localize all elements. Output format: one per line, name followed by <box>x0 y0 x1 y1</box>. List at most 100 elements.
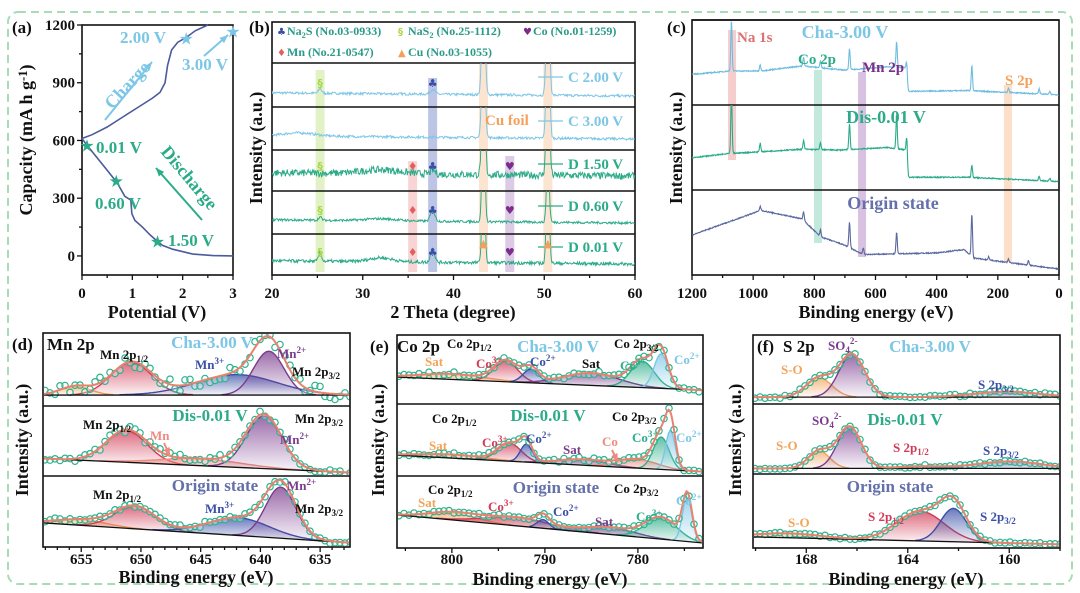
peak-label: Mn2+ <box>277 345 306 361</box>
star-marker-icon: ★ <box>109 172 124 192</box>
xrd-pattern-line <box>272 234 635 268</box>
label-main: 0.01 V <box>96 138 143 157</box>
label-subscript: 1/2 <box>461 489 473 499</box>
element-label: Na 1s <box>737 30 773 46</box>
peak-label: Co <box>602 434 618 449</box>
legend-entry: Co (No.01-1259) <box>533 24 616 38</box>
fit-component-area <box>673 497 702 543</box>
label-subscript: 1/2 <box>917 447 929 457</box>
panel-label: (d) <box>12 335 33 354</box>
label-subscript: 3/2 <box>647 488 659 498</box>
peak-label: Co2+ <box>526 430 552 446</box>
peak-label: Mn 2p1/2 <box>100 347 149 364</box>
label-superscript: 2+ <box>692 429 702 439</box>
panel-c-xps-survey: Cha-3.00 V Dis-0.01 V Origin state Na 1s Co … <box>666 18 1063 323</box>
legend-entry: Na2S (No.03-0933) <box>287 24 381 40</box>
state-label: Cha-3.00 V <box>517 337 600 356</box>
peak-label: Co2+ <box>676 492 702 508</box>
peak-label: Mn 2p3/2 <box>295 501 344 518</box>
phase-marker-icon: ♣ <box>428 246 438 259</box>
label-main: Mn <box>280 432 300 447</box>
phase-marker-icon: § <box>317 246 323 259</box>
x-tick-label: 0 <box>1055 286 1063 302</box>
label-subscript: 4 <box>845 345 850 355</box>
label-superscript: 2- <box>850 336 858 346</box>
fit-component-area <box>65 430 189 466</box>
x-tick-label: 655 <box>70 552 93 568</box>
state-label: Dis-0.01 V <box>867 410 943 429</box>
xrd-pattern-line <box>272 191 635 226</box>
discharge-label: Discharge <box>157 142 222 214</box>
panel-b-xrd: C 2.00 V C 3.00 V D 1.50 V D 0.60 V D 0.01 V… <box>246 18 643 323</box>
label-main: S-O <box>781 362 803 377</box>
panel-label: (a) <box>12 18 32 37</box>
label-main: D 0.60 V <box>568 199 623 215</box>
element-label: S 2p <box>1005 73 1033 89</box>
label-main: Mn <box>150 428 170 443</box>
label-main: Co <box>553 504 569 519</box>
fit-spectrum <box>44 334 349 404</box>
charge-label: Charge <box>100 57 154 112</box>
panel-label: (e) <box>370 337 389 356</box>
peak-label: Co2+ <box>674 351 700 367</box>
data-point <box>630 361 638 369</box>
fit-spectrum <box>754 349 1059 403</box>
pattern-label: C 2.00 V <box>568 70 623 86</box>
label-superscript: 2+ <box>546 353 556 363</box>
x-tick-label: 780 <box>627 552 650 568</box>
label-main: Co <box>674 352 690 367</box>
star-marker-icon: ★ <box>225 23 240 43</box>
label-superscript: 2+ <box>307 477 317 487</box>
pattern-label: C 3.00 V <box>568 114 623 130</box>
capacity-curve <box>81 138 234 257</box>
data-point <box>186 375 194 384</box>
phase-marker-icon: ♦ <box>408 246 418 259</box>
label-main: Co (No.01-1259) <box>533 24 616 38</box>
phase-marker-icon: ♣ <box>428 160 438 173</box>
peak-label: S 2p3/2 <box>980 509 1016 526</box>
x-tick-label: 164 <box>897 552 920 568</box>
panel-d-mn-2p: Cha-3.00 VMn 2p1/2 Mn3+ Mn2+Mn 2p3/2Dis-0.… <box>12 332 351 588</box>
label-main: Co <box>530 354 546 369</box>
peak-label: Sat <box>425 354 444 369</box>
label-main: S 2p <box>978 377 1002 392</box>
element-highlight-band <box>814 70 823 243</box>
legend-symbol-icon: ▲ <box>398 48 406 59</box>
label-main: Na 1s <box>737 30 773 46</box>
label-main: D 0.01 V <box>568 240 623 256</box>
label-main: Co 2p <box>612 409 645 424</box>
phase-marker-icon: ▲ <box>544 237 553 250</box>
peak-label: S 2p1/2 <box>868 509 904 526</box>
xrd-pattern-line <box>272 107 635 142</box>
phase-marker-icon: ▲ <box>479 237 488 250</box>
survey-spectrum-line <box>692 204 1059 271</box>
xrd-pattern-line <box>272 63 635 99</box>
label-main: Cha-3.00 V <box>517 337 600 356</box>
label-main: Co <box>488 499 504 514</box>
label-main: Co <box>676 493 692 508</box>
label-subscript: 4 <box>829 420 834 430</box>
label-main: 1.50 V <box>168 231 215 250</box>
plot-frame <box>396 334 704 549</box>
star-marker-icon: ★ <box>150 233 165 253</box>
x-tick-label: 20 <box>265 286 280 302</box>
label-main: Mn 2p <box>295 411 331 426</box>
label-main: Mn 2p <box>93 487 129 502</box>
label-subscript: 3/2 <box>328 371 340 381</box>
background-line <box>44 457 349 474</box>
peak-label: Co3+ <box>620 357 646 373</box>
xrd-pattern-line <box>272 150 635 181</box>
data-point <box>86 385 94 394</box>
panel-title: S 2p <box>783 337 815 356</box>
x-axis-title: 2 Theta (degree) <box>390 302 515 323</box>
phase-marker-icon: ♦ <box>408 204 418 217</box>
label-main: Co <box>476 356 492 371</box>
y-axis-title: Intensity (a.u.) <box>246 92 267 205</box>
state-label: Cha-3.00 V <box>802 22 889 42</box>
label-main: S 2p <box>893 440 917 455</box>
label-main: Mn 2p <box>862 60 904 76</box>
panel-a-charge-discharge: 0 1 2 3 0 300 600 900 1200 (a) Potential (V) Capaci… <box>12 18 241 323</box>
peak-label: Co2+ <box>553 503 579 519</box>
label-subscript: 1/2 <box>129 494 141 504</box>
